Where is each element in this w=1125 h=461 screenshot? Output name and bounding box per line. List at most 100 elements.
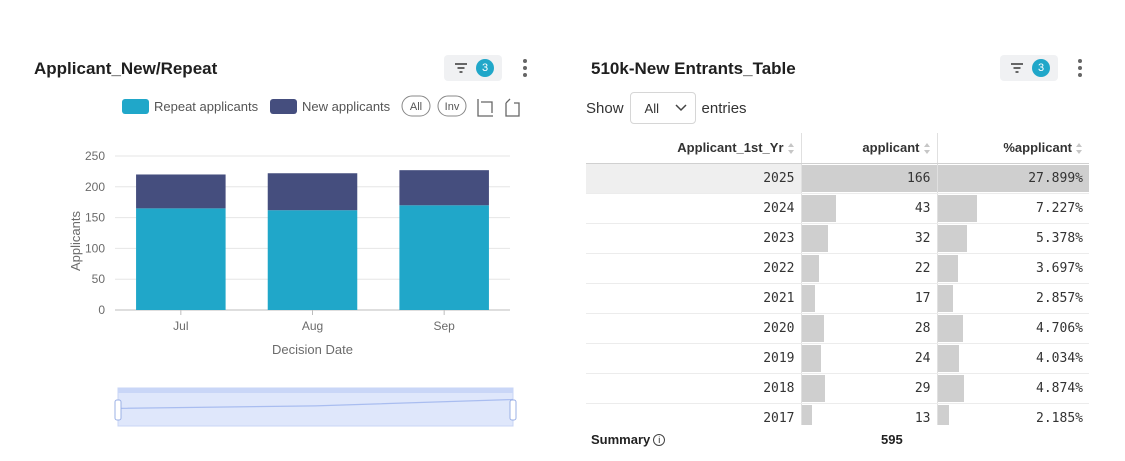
select-all-button[interactable] — [401, 95, 431, 117]
cell-year: 2017 — [586, 403, 801, 425]
cell-applicant: 43 — [800, 193, 937, 224]
legend-swatch[interactable] — [270, 99, 297, 114]
cell-applicant: 32 — [800, 223, 937, 254]
pct-applicant-bar — [937, 374, 964, 402]
cell-year: 2024 — [586, 193, 801, 224]
cell-year: 2022 — [586, 253, 801, 284]
box-select-icon[interactable] — [477, 99, 493, 117]
x-tick-label: Aug — [302, 319, 323, 333]
cell-applicant: 22 — [800, 253, 937, 284]
table-row[interactable]: 2018 29 4.874% — [586, 373, 1089, 404]
y-axis-title: Applicants — [68, 211, 83, 271]
table-row[interactable]: 2024 43 7.227% — [586, 193, 1089, 224]
chevron-down-icon — [675, 104, 687, 112]
cell-year: 2025 — [586, 163, 801, 194]
cell-pct-applicant: 2.185% — [936, 403, 1089, 426]
bar-new-jul[interactable] — [136, 174, 226, 209]
table-row[interactable]: 2025 166 27.899% — [586, 163, 1089, 194]
bar-repeat-sep[interactable] — [399, 205, 489, 310]
column-header-pct-applicant[interactable]: %applicant — [936, 133, 1089, 164]
cell-pct-applicant: 27.899% — [936, 163, 1089, 194]
x-axis-title: Decision Date — [272, 342, 353, 357]
legend-swatch[interactable] — [122, 99, 149, 114]
table-row[interactable]: 2021 17 2.857% — [586, 283, 1089, 314]
data-zoom-handle-right[interactable] — [509, 399, 517, 421]
applicant-value: 13 — [914, 410, 931, 426]
applicant-bar — [801, 224, 828, 252]
applicant-value: 43 — [914, 200, 931, 216]
y-tick-label: 100 — [85, 241, 105, 255]
select-all-button-label: All — [410, 101, 422, 113]
filter-count-badge: 3 — [1032, 59, 1050, 77]
chart-more-menu-icon[interactable] — [520, 57, 530, 79]
pct-applicant-bar — [937, 164, 1089, 192]
cell-year: 2023 — [586, 223, 801, 254]
y-tick-label: 50 — [92, 272, 106, 286]
data-zoom-preview-line — [117, 398, 514, 409]
bar-repeat-jul[interactable] — [136, 208, 226, 310]
summary-row: Summary i 595 — [591, 430, 1081, 450]
cell-year: 2018 — [586, 373, 801, 404]
data-zoom-track[interactable] — [117, 387, 514, 427]
cell-pct-applicant: 4.706% — [936, 313, 1089, 344]
pct-applicant-value: 2.185% — [1036, 410, 1083, 426]
sort-icon — [923, 143, 931, 155]
cell-pct-applicant: 2.857% — [936, 283, 1089, 314]
chart-title: Applicant_New/Repeat — [34, 59, 218, 78]
applicant-bar — [801, 404, 813, 425]
table-row[interactable]: 2017 13 2.185% — [586, 403, 1089, 425]
filter-icon — [455, 63, 467, 73]
clear-selection-icon[interactable] — [505, 98, 520, 117]
bar-new-aug[interactable] — [267, 173, 358, 211]
info-icon[interactable]: i — [653, 433, 666, 446]
applicant-bar — [801, 164, 937, 192]
applicant-bar — [801, 284, 816, 312]
pct-applicant-value: 5.378% — [1036, 230, 1083, 246]
cell-applicant: 28 — [800, 313, 937, 344]
summary-total: 595 — [881, 432, 903, 447]
pct-applicant-bar — [937, 344, 960, 372]
pct-applicant-bar — [937, 224, 967, 252]
show-label: Show — [586, 99, 624, 117]
applicant-value: 32 — [914, 230, 931, 246]
pct-applicant-bar — [937, 194, 977, 222]
cell-pct-applicant: 7.227% — [936, 193, 1089, 224]
cell-pct-applicant: 5.378% — [936, 223, 1089, 254]
x-tick-label: Sep — [433, 319, 455, 333]
entries-length-select[interactable]: All — [629, 92, 696, 124]
applicant-bar — [801, 374, 826, 402]
table-row[interactable]: 2019 24 4.034% — [586, 343, 1089, 374]
table-more-menu-icon[interactable] — [1075, 57, 1085, 79]
data-zoom-top-bar[interactable] — [118, 388, 513, 393]
chart-filter-button[interactable]: 3 — [444, 55, 502, 81]
invert-selection-button[interactable] — [437, 95, 467, 117]
entries-label: entries — [701, 99, 747, 117]
bar-repeat-aug[interactable] — [267, 210, 358, 310]
cell-applicant: 13 — [800, 403, 937, 426]
table-panel: 510k-New Entrants_Table 3 Show All entri… — [575, 0, 1125, 461]
table-row[interactable]: 2020 28 4.706% — [586, 313, 1089, 344]
table-filter-button[interactable]: 3 — [1000, 55, 1058, 81]
cell-applicant: 166 — [800, 163, 937, 194]
applicant-value: 22 — [914, 260, 931, 276]
table-row[interactable]: 2023 32 5.378% — [586, 223, 1089, 254]
pct-applicant-value: 7.227% — [1036, 200, 1083, 216]
table-scroll-area[interactable]: Applicant_1st_Yr applicant %applicant 20… — [586, 133, 1089, 425]
pct-applicant-bar — [937, 254, 958, 282]
table-row[interactable]: 2022 22 3.697% — [586, 253, 1089, 284]
table-header-row: Applicant_1st_Yr applicant %applicant — [586, 133, 1089, 164]
bar-new-sep[interactable] — [399, 170, 489, 206]
legend-label[interactable]: Repeat applicants — [154, 99, 259, 114]
entries-length-control: Show All entries — [586, 92, 747, 124]
applicant-value: 166 — [907, 170, 931, 186]
column-header-applicant-1st-yr[interactable]: Applicant_1st_Yr — [586, 133, 801, 164]
data-zoom-handle-left[interactable] — [114, 399, 122, 421]
summary-label: Summary — [591, 432, 651, 447]
column-header-applicant[interactable]: applicant — [800, 133, 937, 164]
legend-label[interactable]: New applicants — [302, 99, 391, 114]
applicant-value: 28 — [914, 320, 931, 336]
pct-applicant-bar — [937, 314, 964, 342]
filter-icon — [1011, 63, 1023, 73]
y-tick-label: 150 — [85, 211, 105, 225]
pct-applicant-value: 4.034% — [1036, 350, 1083, 366]
